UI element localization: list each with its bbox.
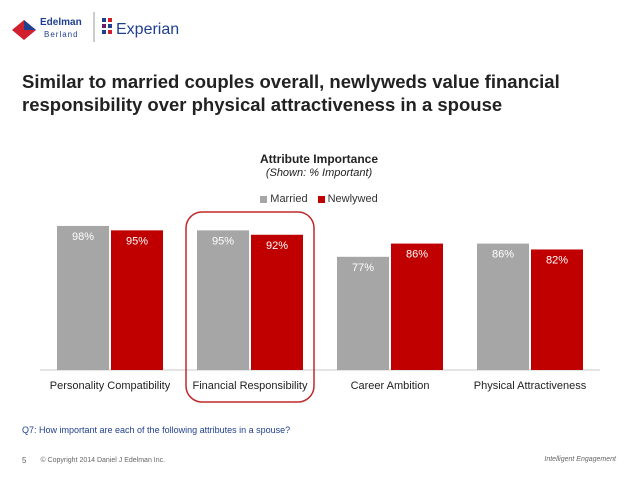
slide-title: Similar to married couples overall, newl… bbox=[22, 71, 560, 115]
data-label-married-4: 86% bbox=[492, 249, 514, 261]
bar-married-4 bbox=[477, 243, 529, 370]
data-label-married-1: 98% bbox=[72, 231, 94, 243]
category-label-1: Personality Compatibility bbox=[50, 380, 171, 392]
data-label-newlywed-3: 86% bbox=[406, 249, 428, 261]
bar-married-1 bbox=[57, 225, 109, 370]
page-number: 5 bbox=[22, 456, 27, 465]
legend-label-married: Married bbox=[270, 193, 308, 205]
edelman-logo-text: Edelman bbox=[40, 17, 82, 28]
data-label-newlywed-4: 82% bbox=[546, 254, 568, 266]
legend-label-newlywed: Newlywed bbox=[327, 193, 378, 205]
chart-legend: Married Newlywed bbox=[0, 193, 638, 205]
experian-logo-text: Experian bbox=[116, 21, 179, 38]
category-label-3: Career Ambition bbox=[351, 380, 430, 392]
chart-subtitle: (Shown: % Important) bbox=[265, 167, 373, 179]
data-label-newlywed-1: 95% bbox=[126, 235, 148, 247]
data-label-married-3: 77% bbox=[352, 262, 374, 274]
legend-swatch-married bbox=[260, 195, 268, 203]
category-label-4: Physical Attractiveness bbox=[474, 380, 587, 392]
experian-logo-mark bbox=[102, 18, 112, 34]
footer-tagline: Intelligent Engagement bbox=[544, 456, 616, 463]
data-label-newlywed-2: 92% bbox=[266, 240, 288, 252]
copyright-text: © Copyright 2014 Daniel J Edelman Inc. bbox=[40, 457, 166, 464]
edelman-logo-mark bbox=[12, 20, 36, 40]
bar-newlywed-3 bbox=[391, 243, 443, 370]
data-label-married-2: 95% bbox=[212, 235, 234, 247]
berland-logo-text: Berland bbox=[44, 30, 79, 39]
highlight-outline bbox=[185, 211, 315, 403]
bar-newlywed-2 bbox=[251, 234, 303, 370]
logo-graphic: Edelman Berland Experian bbox=[12, 12, 179, 42]
bar-married-2 bbox=[197, 230, 249, 370]
legend-item-newlywed: Newlywed bbox=[317, 193, 378, 205]
bar-married-3 bbox=[337, 256, 389, 370]
category-label-2: Financial Responsibility bbox=[193, 380, 308, 392]
survey-question: Q7: How important are each of the follow… bbox=[22, 425, 291, 435]
bar-newlywed-1 bbox=[111, 230, 163, 370]
footer-left: 5 © Copyright 2014 Daniel J Edelman Inc. bbox=[22, 456, 165, 465]
chart-title: Attribute Importance bbox=[259, 152, 378, 166]
legend-item-married: Married bbox=[260, 193, 308, 205]
logo-area: Edelman Berland Experian bbox=[10, 8, 180, 46]
legend-swatch-newlywed bbox=[317, 195, 325, 203]
bar-newlywed-4 bbox=[531, 249, 583, 370]
